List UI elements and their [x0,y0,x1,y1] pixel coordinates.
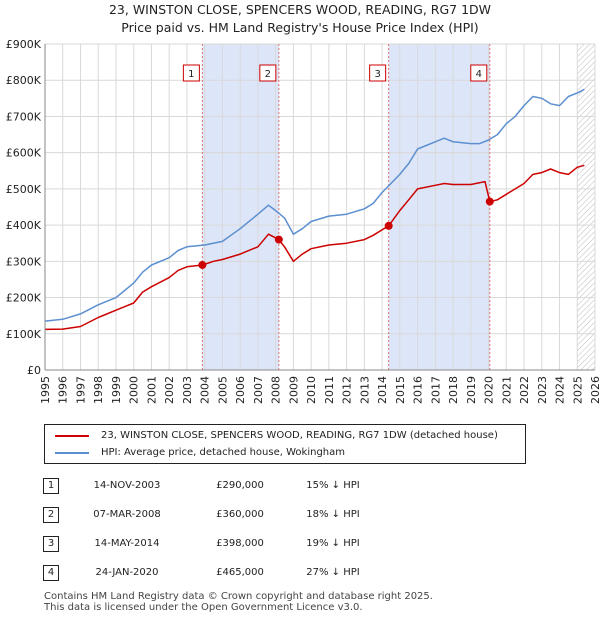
sale-row: 1 14-NOV-2003 £290,000 15% ↓ HPI [0,476,600,498]
sale-marker-label: 2 [265,69,271,80]
sale-price: £360,000 [216,509,264,520]
y-tick-label: £500K [6,183,42,196]
x-tick-label: 2011 [323,376,336,404]
y-tick-label: £200K [6,292,42,305]
x-tick-label: 1998 [92,376,105,404]
x-tick-label: 2019 [465,376,478,404]
x-tick-label: 1999 [110,376,123,404]
x-tick-label: 2017 [429,376,442,404]
x-tick-label: 2026 [589,376,600,404]
x-tick-label: 1996 [57,376,70,404]
sale-date: 14-NOV-2003 [93,480,161,491]
chart-subtitle: Price paid vs. HM Land Registry's House … [121,20,479,35]
x-tick-label: 2021 [500,376,513,404]
y-tick-label: £300K [6,255,42,268]
x-tick-label: 2014 [376,376,389,404]
sale-date: 14-MAY-2014 [94,538,160,549]
sale-hpi-diff: 27% ↓ HPI [306,567,360,578]
x-tick-label: 2008 [270,376,283,404]
x-tick-label: 2004 [199,376,212,404]
hpi-series-line [44,88,585,322]
sale-point [485,197,494,206]
sale-marker-badge [470,64,488,82]
x-tick-label: 1995 [39,376,52,404]
footer-license: This data is licensed under the Open Gov… [44,602,363,613]
y-tick-label: £900K [6,38,42,51]
sale-number-badge: 4 [43,565,59,581]
x-tick-label: 2023 [536,376,549,404]
sale-point [198,260,207,269]
sale-period-band [388,44,490,370]
x-tick-label: 2012 [341,376,354,404]
y-tick-label: £100K [6,328,42,341]
property-series-line [44,164,585,331]
x-tick-label: 2025 [571,376,584,404]
legend: 23, WINSTON CLOSE, SPENCERS WOOD, READIN… [44,424,526,464]
sale-row: 4 24-JAN-2020 £465,000 27% ↓ HPI [0,563,600,585]
sale-hpi-diff: 19% ↓ HPI [306,538,360,549]
x-tick-label: 2003 [181,376,194,404]
footer: Contains HM Land Registry data © Crown c… [44,591,433,613]
sale-point [384,221,393,230]
sale-price: £290,000 [216,480,264,491]
y-tick-label: £700K [6,110,42,123]
x-tick-label: 2018 [447,376,460,404]
x-tick-label: 2013 [358,376,371,404]
sale-date: 24-JAN-2020 [95,567,159,578]
y-tick-label: £400K [6,219,42,232]
x-tick-label: 2020 [483,376,496,404]
legend-label-property: 23, WINSTON CLOSE, SPENCERS WOOD, READIN… [101,430,498,441]
legend-swatch-hpi [55,452,89,454]
y-tick-label: £800K [6,74,42,87]
x-tick-label: 2005 [216,376,229,404]
sale-marker-badge [182,64,200,82]
x-tick-label: 2001 [145,376,158,404]
sale-number-badge: 3 [43,536,59,552]
x-tick-label: 2022 [518,376,531,404]
sale-hpi-diff: 15% ↓ HPI [306,480,360,491]
sale-marker-label: 3 [374,69,380,80]
sale-hpi-diff: 18% ↓ HPI [306,509,360,520]
legend-swatch-property [55,435,89,437]
sale-marker-badge [259,64,277,82]
x-tick-label: 2024 [554,376,567,404]
chart-title: 23, WINSTON CLOSE, SPENCERS WOOD, READIN… [108,2,492,17]
sale-price: £398,000 [216,538,264,549]
sale-number-badge: 1 [43,478,59,494]
sale-price: £465,000 [216,567,264,578]
y-tick-label: £600K [6,147,42,160]
sale-date: 07-MAR-2008 [93,509,161,520]
sale-row: 2 07-MAR-2008 £360,000 18% ↓ HPI [0,505,600,527]
sale-row: 3 14-MAY-2014 £398,000 19% ↓ HPI [0,534,600,556]
forecast-hatch [577,44,595,370]
x-tick-label: 2009 [287,376,300,404]
x-tick-label: 2010 [305,376,318,404]
sale-marker-label: 4 [476,69,482,80]
footer-copyright: Contains HM Land Registry data © Crown c… [44,591,433,602]
x-tick-label: 2000 [128,376,141,404]
sale-point [274,235,283,244]
price-chart: £0 £100K £200K £300K £400K £500K £600K £700K £80… [6,38,600,404]
sale-marker-badge [369,64,387,82]
x-tick-label: 1997 [74,376,87,404]
sale-marker-label: 1 [188,69,194,80]
x-tick-label: 2016 [412,376,425,404]
legend-label-hpi: HPI: Average price, detached house, Woki… [101,447,345,458]
x-tick-label: 2007 [252,376,265,404]
y-tick-label: £0 [27,364,41,377]
x-tick-label: 2002 [163,376,176,404]
x-tick-label: 2006 [234,376,247,404]
x-tick-label: 2015 [394,376,407,404]
sale-number-badge: 2 [43,507,59,523]
